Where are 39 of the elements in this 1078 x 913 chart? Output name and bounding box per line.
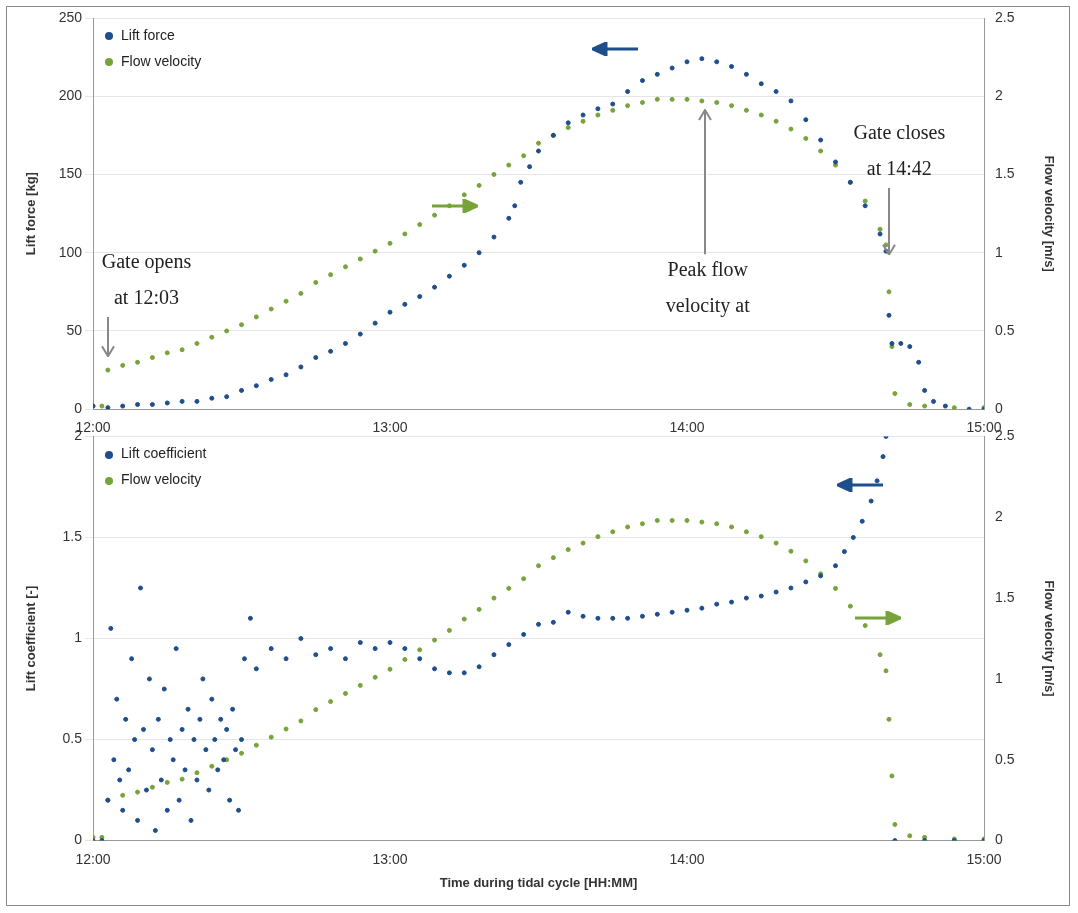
y-tick-label: 1 [74,629,83,646]
y-tick-label: 150 [58,165,83,182]
y-axis-title: Lift force [kg] [23,172,39,256]
y2-tick-label: 1 [995,669,1003,686]
y-tick-label: 100 [58,243,83,260]
annotation: Gate opens at 12:03 [101,249,192,308]
y-axis-title: Lift coefficient [-] [23,585,39,692]
x-tick-label: 13:00 [372,419,408,436]
y2-axis-title: Flow velocity [m/s] [1041,155,1057,272]
x-axis-title: Time during tidal cycle [HH:MM] [439,874,638,890]
y-tick-label: 50 [66,321,83,338]
x-tick-label: 13:00 [372,850,408,867]
y2-tick-label: 0.5 [995,750,1015,767]
y2-tick-label: 1.5 [995,165,1015,182]
annotation: Gate closes at 14:42 [853,120,946,179]
x-tick-label: 15:00 [966,850,1002,867]
x-tick-label: 14:00 [669,850,705,867]
y-tick-label: 200 [58,87,83,104]
y2-axis-title: Flow velocity [m/s] [1041,580,1057,697]
y-tick-label: 0 [74,831,83,848]
y2-tick-label: 0 [995,831,1003,848]
y2-tick-label: 2 [995,508,1003,525]
y-tick-label: 250 [58,8,83,25]
y2-tick-label: 0.5 [995,321,1015,338]
y2-tick-label: 2 [995,87,1003,104]
y-tick-label: 0 [74,400,83,417]
y2-tick-label: 1 [995,243,1003,260]
legend-label: Flow velocity [121,471,202,488]
y2-tick-label: 2.5 [995,8,1015,25]
y2-tick-label: 1.5 [995,588,1015,605]
y-tick-label: 1.5 [62,528,83,545]
legend-label: Lift force [121,27,175,43]
legend-label: Lift coefficient [121,445,207,462]
y2-tick-label: 0 [995,400,1003,417]
annotation: Peak flow velocity at [665,257,751,317]
y-tick-label: 0.5 [62,730,83,747]
x-tick-label: 12:00 [75,850,111,867]
legend-label: Flow velocity [121,53,202,69]
x-tick-label: 14:00 [669,419,705,436]
